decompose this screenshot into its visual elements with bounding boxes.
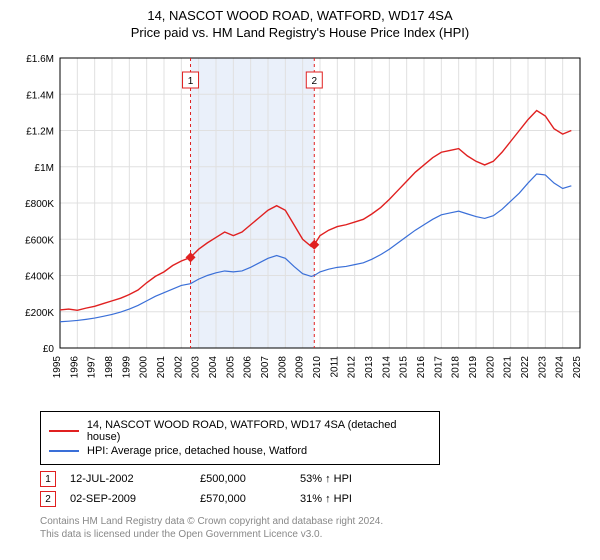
svg-text:2009: 2009 [295, 356, 306, 379]
chart-plot: £0 £200K £400K £600K £800K £1M £1.2M £1.4M £1.6M… [10, 48, 590, 403]
svg-text:£400K: £400K [25, 272, 54, 283]
title-subtitle: Price paid vs. HM Land Registry's House … [10, 25, 590, 40]
svg-text:2002: 2002 [173, 356, 184, 379]
chart-titles: 14, NASCOT WOOD ROAD, WATFORD, WD17 4SA … [10, 8, 590, 40]
sale-point-hpi-rel: 31% ↑ HPI [300, 493, 400, 505]
svg-text:1999: 1999 [121, 356, 132, 379]
sale-point-hpi-rel: 53% ↑ HPI [300, 473, 400, 485]
title-address: 14, NASCOT WOOD ROAD, WATFORD, WD17 4SA [10, 8, 590, 23]
svg-text:£1M: £1M [35, 163, 54, 174]
sale-point-marker: 2 [40, 491, 56, 507]
svg-text:2014: 2014 [381, 356, 392, 379]
svg-text:2017: 2017 [433, 356, 444, 379]
svg-text:1998: 1998 [104, 356, 115, 379]
svg-text:2008: 2008 [277, 356, 288, 379]
svg-text:2020: 2020 [485, 356, 496, 379]
chart-container: 14, NASCOT WOOD ROAD, WATFORD, WD17 4SA … [0, 0, 600, 549]
svg-text:£1.2M: £1.2M [26, 127, 54, 138]
sale-point-marker: 1 [40, 471, 56, 487]
sale-point-date: 02-SEP-2009 [70, 493, 200, 505]
svg-text:2005: 2005 [225, 356, 236, 379]
sale-point-row: 1 12-JUL-2002£500,00053% ↑ HPI [40, 471, 590, 487]
footer-line-1: Contains HM Land Registry data © Crown c… [40, 515, 590, 528]
svg-text:£800K: £800K [25, 199, 54, 210]
svg-text:2022: 2022 [520, 356, 531, 379]
svg-text:£0: £0 [43, 344, 55, 355]
svg-text:2021: 2021 [503, 356, 514, 379]
svg-text:1997: 1997 [87, 356, 98, 379]
legend-label: 14, NASCOT WOOD ROAD, WATFORD, WD17 4SA … [87, 419, 431, 443]
legend-label: HPI: Average price, detached house, Watf… [87, 445, 307, 457]
svg-text:£1.6M: £1.6M [26, 54, 54, 65]
sale-point-row: 2 02-SEP-2009£570,00031% ↑ HPI [40, 491, 590, 507]
legend-row: HPI: Average price, detached house, Watf… [49, 445, 431, 457]
svg-text:2015: 2015 [399, 356, 410, 379]
svg-text:£1.4M: £1.4M [26, 90, 54, 101]
svg-text:1996: 1996 [69, 356, 80, 379]
svg-text:2024: 2024 [555, 356, 566, 379]
legend-row: 14, NASCOT WOOD ROAD, WATFORD, WD17 4SA … [49, 419, 431, 443]
sale-points-table: 1 12-JUL-2002£500,00053% ↑ HPI 2 02-SEP-200… [40, 471, 590, 507]
svg-text:2003: 2003 [191, 356, 202, 379]
legend-box: 14, NASCOT WOOD ROAD, WATFORD, WD17 4SA … [40, 411, 440, 465]
svg-text:2: 2 [311, 76, 317, 87]
sale-point-price: £570,000 [200, 493, 300, 505]
svg-text:2007: 2007 [260, 356, 271, 379]
svg-text:2013: 2013 [364, 356, 375, 379]
svg-text:2011: 2011 [329, 356, 340, 378]
svg-text:2006: 2006 [243, 356, 254, 379]
svg-text:£200K: £200K [25, 308, 54, 319]
svg-text:2004: 2004 [208, 356, 219, 379]
svg-text:2012: 2012 [347, 356, 358, 379]
svg-text:2019: 2019 [468, 356, 479, 379]
svg-text:1995: 1995 [52, 356, 63, 379]
sale-point-date: 12-JUL-2002 [70, 473, 200, 485]
line-chart-svg: £0 £200K £400K £600K £800K £1M £1.2M £1.4M £1.6M… [10, 48, 590, 398]
svg-text:2018: 2018 [451, 356, 462, 379]
footer-attribution: Contains HM Land Registry data © Crown c… [40, 515, 590, 541]
sale-point-price: £500,000 [200, 473, 300, 485]
svg-text:2010: 2010 [312, 356, 323, 379]
svg-text:2016: 2016 [416, 356, 427, 379]
svg-text:2000: 2000 [139, 356, 150, 379]
svg-text:2023: 2023 [537, 356, 548, 379]
legend-swatch [49, 430, 79, 432]
footer-line-2: This data is licensed under the Open Gov… [40, 528, 590, 541]
svg-text:1: 1 [188, 76, 194, 87]
svg-text:2025: 2025 [572, 356, 583, 379]
legend-swatch [49, 450, 79, 452]
svg-text:2001: 2001 [156, 356, 167, 379]
svg-text:£600K: £600K [25, 235, 54, 246]
